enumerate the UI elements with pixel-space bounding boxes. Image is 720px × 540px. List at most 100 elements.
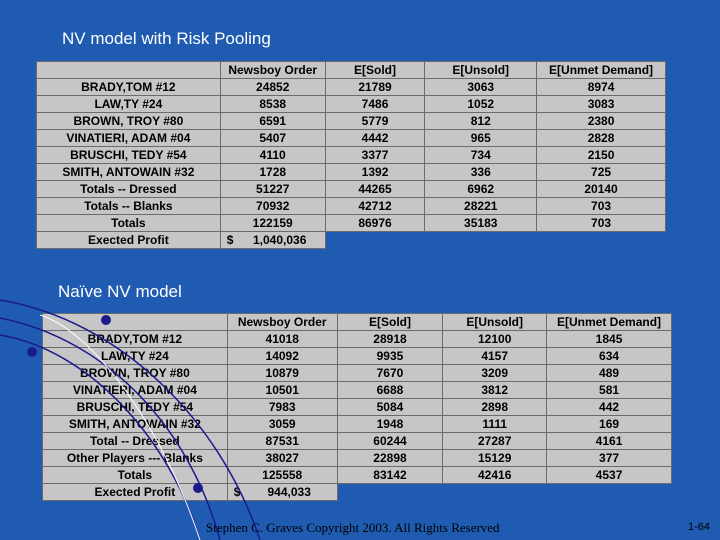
table-cell: 83142 bbox=[336, 466, 444, 484]
column-header: E[Unsold] bbox=[424, 61, 538, 79]
table-cell: 86976 bbox=[324, 214, 426, 232]
table-row: BROWN, TROY #80 6591 5779 812 2380 bbox=[36, 112, 666, 130]
table-cell: 965 bbox=[424, 129, 538, 147]
profit-value: 944,033 bbox=[267, 485, 311, 499]
row-label: BRADY,TOM #12 bbox=[36, 78, 221, 96]
profit-row: Exected Profit $944,033 bbox=[42, 483, 672, 501]
currency-symbol: $ bbox=[226, 233, 234, 247]
table-cell: 169 bbox=[546, 415, 672, 433]
row-label: BRUSCHI, TEDY #54 bbox=[42, 398, 228, 416]
table-cell: 4161 bbox=[546, 432, 672, 450]
table-row: Totals 125558 83142 42416 4537 bbox=[42, 466, 672, 484]
row-label: SMITH, ANTOWAIN #32 bbox=[36, 163, 221, 181]
table-row: LAW,TY #24 14092 9935 4157 634 bbox=[42, 347, 672, 365]
table-cell: 1728 bbox=[219, 163, 326, 181]
row-label: Totals -- Blanks bbox=[36, 197, 221, 215]
table-cell: 8974 bbox=[536, 78, 666, 96]
table-cell: 42712 bbox=[324, 197, 426, 215]
table-cell: 27287 bbox=[442, 432, 548, 450]
table-row: Totals 122159 86976 35183 703 bbox=[36, 214, 666, 232]
column-header: Newsboy Order bbox=[219, 61, 326, 79]
table-cell: 10501 bbox=[226, 381, 338, 399]
profit-label: Exected Profit bbox=[36, 231, 221, 249]
table-cell: 10879 bbox=[226, 364, 338, 382]
column-header: E[Unmet Demand] bbox=[536, 61, 666, 79]
table-cell: 125558 bbox=[226, 466, 338, 484]
table-cell: 2150 bbox=[536, 146, 666, 164]
table-cell: 703 bbox=[536, 197, 666, 215]
table-cell: 1845 bbox=[546, 330, 672, 348]
profit-label: Exected Profit bbox=[42, 483, 228, 501]
row-label: LAW,TY #24 bbox=[42, 347, 228, 365]
table-cell: 2828 bbox=[536, 129, 666, 147]
table-cell: 12100 bbox=[442, 330, 548, 348]
table-cell: 1111 bbox=[442, 415, 548, 433]
row-label: Totals bbox=[36, 214, 221, 232]
row-label: VINATIERI, ADAM #04 bbox=[42, 381, 228, 399]
section-title-naive-nv: Naïve NV model bbox=[58, 282, 182, 301]
table-cell: 7486 bbox=[324, 95, 426, 113]
table-row: Total -- Dressed 87531 60244 27287 4161 bbox=[42, 432, 672, 450]
footer-copyright: Stephen C. Graves Copyright 2003. All Ri… bbox=[206, 520, 500, 535]
table-cell: 21789 bbox=[324, 78, 426, 96]
table-cell: 14092 bbox=[226, 347, 338, 365]
table-cell: 24852 bbox=[219, 78, 326, 96]
table-row: VINATIERI, ADAM #04 10501 6688 3812 581 bbox=[42, 381, 672, 399]
table-cell: 4442 bbox=[324, 129, 426, 147]
table-cell: 70932 bbox=[219, 197, 326, 215]
row-label: Total -- Dressed bbox=[42, 432, 228, 450]
table-cell: 336 bbox=[424, 163, 538, 181]
header-blank-cell bbox=[36, 61, 221, 79]
table-cell: 3063 bbox=[424, 78, 538, 96]
table-cell: 377 bbox=[546, 449, 672, 467]
profit-value-cell: $944,033 bbox=[226, 483, 338, 501]
currency-symbol: $ bbox=[233, 485, 241, 499]
column-header: Newsboy Order bbox=[226, 313, 338, 331]
table-cell: 3209 bbox=[442, 364, 548, 382]
column-header: E[Unmet Demand] bbox=[546, 313, 672, 331]
table-cell: 1948 bbox=[336, 415, 444, 433]
table-cell: 4157 bbox=[442, 347, 548, 365]
table-cell: 634 bbox=[546, 347, 672, 365]
column-header: E[Sold] bbox=[336, 313, 444, 331]
row-label: Totals bbox=[42, 466, 228, 484]
profit-row: Exected Profit $1,040,036 bbox=[36, 231, 666, 249]
footer-page-number: 1-64 bbox=[688, 521, 711, 533]
table-row: BROWN, TROY #80 10879 7670 3209 489 bbox=[42, 364, 672, 382]
row-label: SMITH, ANTOWAIN #32 bbox=[42, 415, 228, 433]
table-row: VINATIERI, ADAM #04 5407 4442 965 2828 bbox=[36, 129, 666, 147]
table-cell: 60244 bbox=[336, 432, 444, 450]
column-header: E[Unsold] bbox=[442, 313, 548, 331]
table-cell: 489 bbox=[546, 364, 672, 382]
table-cell: 5779 bbox=[324, 112, 426, 130]
table-cell: 8538 bbox=[219, 95, 326, 113]
row-label: Totals -- Dressed bbox=[36, 180, 221, 198]
row-label: BROWN, TROY #80 bbox=[36, 112, 221, 130]
table-cell: 28918 bbox=[336, 330, 444, 348]
table-cell: 22898 bbox=[336, 449, 444, 467]
table-row: SMITH, ANTOWAIN #32 1728 1392 336 725 bbox=[36, 163, 666, 181]
row-label: BRUSCHI, TEDY #54 bbox=[36, 146, 221, 164]
row-label: LAW,TY #24 bbox=[36, 95, 221, 113]
table-row: BRUSCHI, TEDY #54 4110 3377 734 2150 bbox=[36, 146, 666, 164]
table-cell: 1052 bbox=[424, 95, 538, 113]
table-row: BRADY,TOM #12 41018 28918 12100 1845 bbox=[42, 330, 672, 348]
section-title-risk-pooling: NV model with Risk Pooling bbox=[62, 29, 271, 48]
table-cell: 442 bbox=[546, 398, 672, 416]
table-cell: 703 bbox=[536, 214, 666, 232]
table-cell: 51227 bbox=[219, 180, 326, 198]
header-row: Newsboy Order E[Sold] E[Unsold] E[Unmet Dem… bbox=[36, 61, 666, 79]
table-cell: 581 bbox=[546, 381, 672, 399]
arc-dot-icon bbox=[27, 347, 37, 357]
table-cell: 3377 bbox=[324, 146, 426, 164]
table-cell: 3059 bbox=[226, 415, 338, 433]
table-cell: 725 bbox=[536, 163, 666, 181]
table-cell: 6962 bbox=[424, 180, 538, 198]
row-label: BROWN, TROY #80 bbox=[42, 364, 228, 382]
table-cell: 734 bbox=[424, 146, 538, 164]
table-cell: 20140 bbox=[536, 180, 666, 198]
table-cell: 4110 bbox=[219, 146, 326, 164]
profit-value-cell: $1,040,036 bbox=[219, 231, 326, 249]
table-cell: 42416 bbox=[442, 466, 548, 484]
table-row: Other Players --- Blanks 38027 22898 15129 3… bbox=[42, 449, 672, 467]
